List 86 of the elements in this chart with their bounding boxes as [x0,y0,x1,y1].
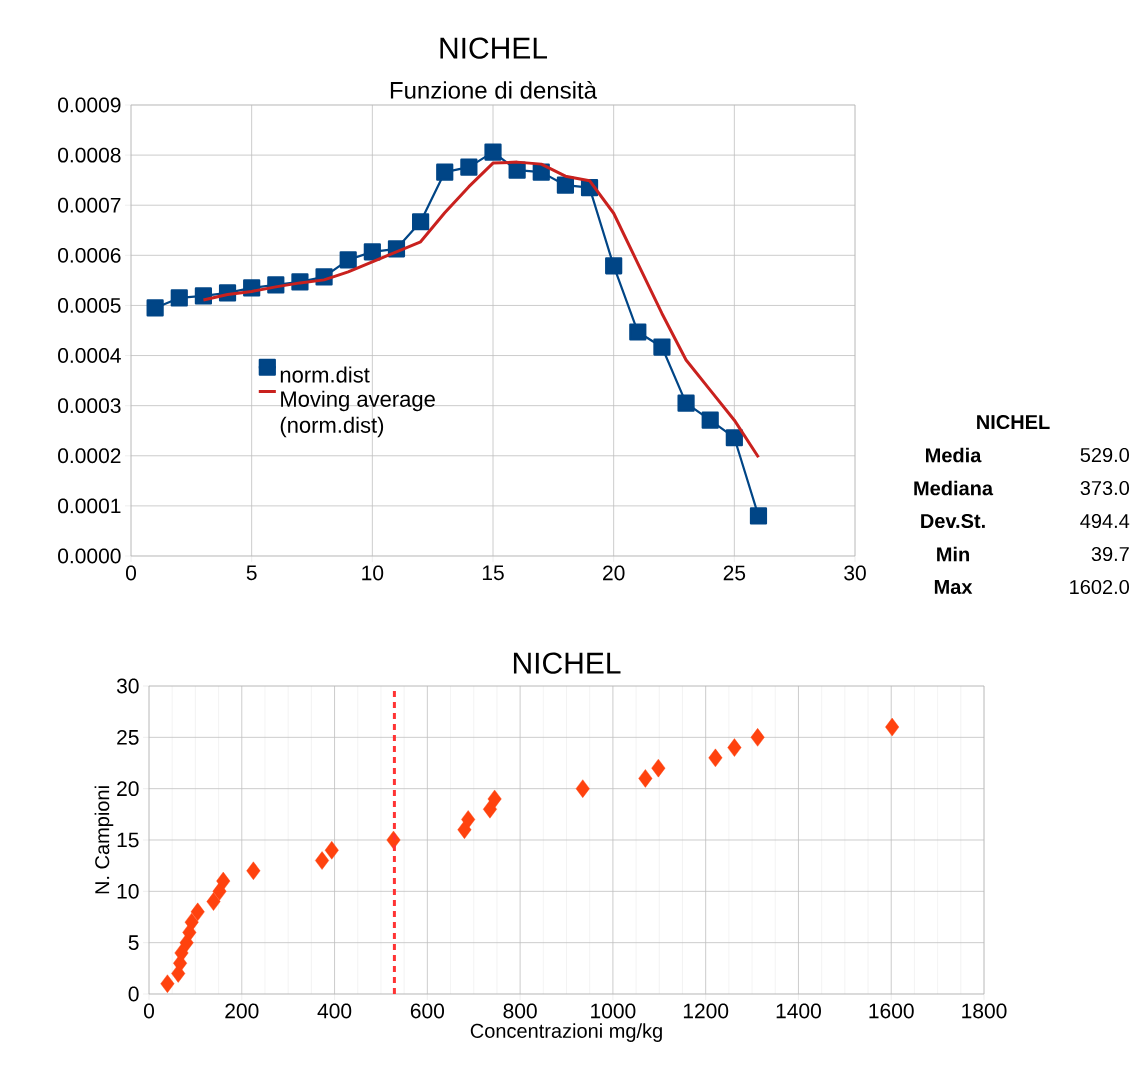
text: 1602.0 [1070,579,1130,595]
chart-subtitle: Funzione di densità [390,80,598,99]
y-tick-label: 15 [117,832,139,848]
point [315,851,329,870]
point [750,728,765,747]
point [556,176,575,194]
x-tick-label: 400 [317,1003,352,1019]
y-tick-label: 0.0008 [58,147,121,163]
point [460,158,478,176]
y-tick-label: 10 [117,883,139,899]
y-axis-title: N. Campioni [94,786,114,894]
x-tick-label: 0 [143,1003,155,1019]
point [339,251,357,269]
text: Min [937,546,969,562]
x-tick-label: 5 [246,565,257,581]
point [727,738,742,757]
y-tick-label: 25 [117,729,139,745]
x-tick-label: 15 [482,565,504,581]
text: 373.0 [1080,480,1130,496]
point [184,912,199,932]
point [170,289,188,307]
y-tick-label: 5 [128,935,139,950]
text: Dev.St. [921,513,985,529]
x-tick-label: 30 [844,565,866,581]
text: Media [926,447,982,463]
y-tick-label: 0 [128,986,139,1002]
point [206,892,221,911]
y-tick-label: 0.0002 [58,448,121,464]
text: Max [934,580,973,594]
x-tick-label: 600 [410,1003,445,1019]
x-tick-label: 1600 [869,1003,914,1019]
point [575,779,590,798]
point [484,143,502,161]
x-tick-label: 200 [225,1003,259,1019]
point [324,841,339,860]
text: 39.7 [1091,546,1129,562]
point [725,429,743,447]
x-tick-label: 800 [503,1003,537,1019]
y-tick-label: 0.0006 [58,247,121,263]
point [216,871,231,891]
x-tick-label: 10 [362,565,384,581]
point [885,717,900,737]
x-tick-label: 1400 [776,1003,821,1019]
point [246,861,261,880]
text: 494.4 [1080,513,1130,529]
point [605,257,623,275]
text: NICHEL [977,414,1050,430]
y-tick-label: 30 [116,678,139,694]
point [653,338,671,356]
x-axis-title: Concentrazioni mg/kg [470,1023,662,1042]
x-tick-label: 1800 [962,1003,1007,1019]
point [190,902,205,922]
point [749,507,768,525]
point [708,748,723,768]
point [194,287,213,305]
point [461,810,476,829]
point [677,394,695,412]
point [701,411,719,429]
point [146,299,164,317]
point [629,323,647,341]
point [363,243,381,261]
point [412,213,430,231]
y-tick-label: 0.0009 [58,97,121,113]
y-tick-label: 0.0007 [58,197,121,213]
chart-title: NICHEL [440,37,548,59]
chart-title: NICHEL [513,652,621,674]
point [651,758,666,778]
x-tick-label: 1000 [591,1003,636,1019]
x-tick-label: 25 [723,565,746,581]
x-tick-label: 20 [603,565,625,581]
point [638,769,653,788]
text: 529.0 [1080,447,1130,463]
x-tick-label: 1200 [683,1003,729,1019]
y-tick-label: 0.0003 [58,398,121,414]
y-tick-label: 20 [117,781,139,797]
y-tick-label: 0.0001 [58,498,121,514]
point [160,974,175,993]
y-tick-label: 0.0000 [58,548,121,564]
point [174,943,189,963]
y-tick-label: 0.0005 [58,298,121,313]
legend-label: norm.dist [280,366,370,383]
text: Mediana [914,480,994,496]
point [436,163,454,181]
legend-label: Moving average (norm.dist) [280,390,435,438]
point [487,789,502,809]
y-tick-label: 0.0004 [58,348,121,363]
